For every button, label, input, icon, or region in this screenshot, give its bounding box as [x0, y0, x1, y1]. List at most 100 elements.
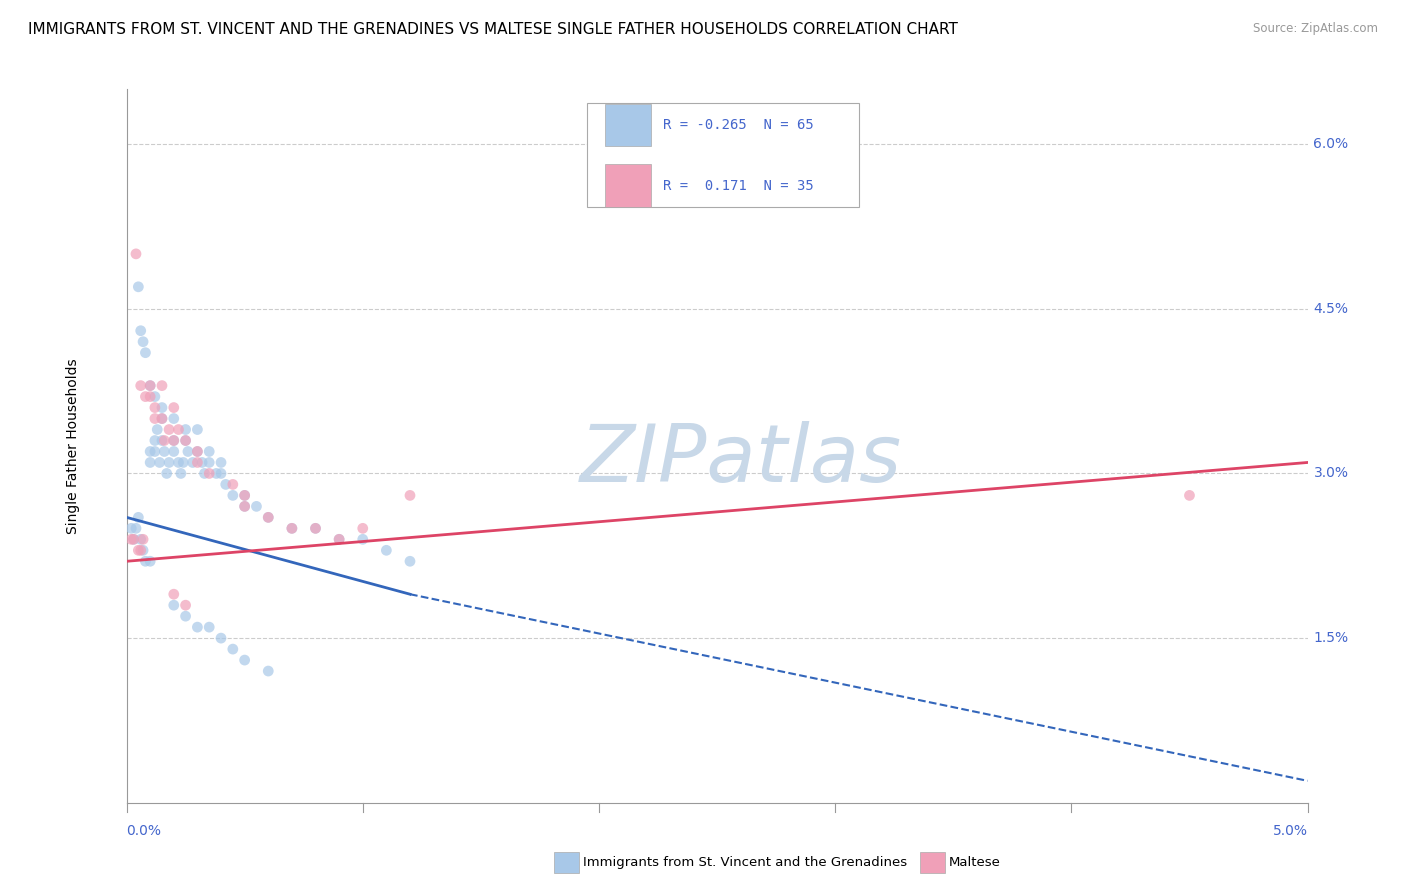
- Point: [186, 455, 208, 469]
- Point: [352, 533, 374, 547]
- Point: [125, 247, 148, 261]
- Point: [150, 401, 173, 415]
- Point: [153, 444, 176, 458]
- Text: R = -0.265  N = 65: R = -0.265 N = 65: [662, 118, 814, 132]
- Point: [233, 500, 256, 514]
- Point: [191, 455, 214, 469]
- Point: [125, 521, 148, 535]
- Point: [304, 521, 326, 535]
- Point: [245, 500, 267, 514]
- Point: [132, 334, 155, 349]
- Text: 0.0%: 0.0%: [127, 824, 162, 838]
- Point: [257, 664, 280, 678]
- Point: [139, 455, 162, 469]
- Point: [139, 390, 162, 404]
- Point: [132, 533, 155, 547]
- Point: [233, 488, 256, 502]
- Point: [120, 533, 142, 547]
- Text: Maltese: Maltese: [949, 856, 1001, 869]
- Point: [281, 521, 304, 535]
- Point: [150, 434, 173, 448]
- Point: [186, 423, 208, 437]
- Point: [328, 533, 350, 547]
- Point: [233, 653, 256, 667]
- Point: [215, 477, 238, 491]
- Point: [139, 444, 162, 458]
- Point: [186, 444, 208, 458]
- Point: [167, 455, 190, 469]
- Point: [174, 434, 197, 448]
- Text: Source: ZipAtlas.com: Source: ZipAtlas.com: [1253, 22, 1378, 36]
- Point: [129, 543, 152, 558]
- Point: [150, 411, 173, 425]
- Point: [174, 598, 197, 612]
- Text: ZIPatlas: ZIPatlas: [579, 421, 901, 500]
- Point: [174, 609, 197, 624]
- Text: IMMIGRANTS FROM ST. VINCENT AND THE GRENADINES VS MALTESE SINGLE FATHER HOUSEHOL: IMMIGRANTS FROM ST. VINCENT AND THE GREN…: [28, 22, 957, 37]
- Text: 6.0%: 6.0%: [1313, 137, 1348, 151]
- FancyBboxPatch shape: [605, 164, 651, 207]
- Point: [257, 510, 280, 524]
- Point: [129, 533, 152, 547]
- Point: [149, 455, 172, 469]
- FancyBboxPatch shape: [588, 103, 859, 207]
- Point: [198, 467, 221, 481]
- Point: [127, 543, 149, 558]
- Point: [134, 345, 156, 359]
- Point: [399, 488, 422, 502]
- Point: [198, 620, 221, 634]
- Point: [143, 444, 166, 458]
- Point: [328, 533, 350, 547]
- Point: [177, 444, 200, 458]
- Point: [186, 620, 208, 634]
- Point: [222, 477, 245, 491]
- Point: [198, 455, 221, 469]
- Point: [193, 467, 215, 481]
- Point: [209, 467, 232, 481]
- Point: [150, 411, 173, 425]
- Point: [163, 411, 186, 425]
- Point: [170, 467, 193, 481]
- Point: [143, 434, 166, 448]
- Point: [174, 423, 197, 437]
- Point: [153, 434, 176, 448]
- Point: [163, 434, 186, 448]
- Point: [375, 543, 398, 558]
- Point: [399, 554, 422, 568]
- Point: [304, 521, 326, 535]
- Point: [174, 434, 197, 448]
- Point: [181, 455, 204, 469]
- Point: [163, 401, 186, 415]
- FancyBboxPatch shape: [605, 103, 651, 146]
- Point: [205, 467, 228, 481]
- Point: [134, 390, 156, 404]
- Point: [120, 521, 142, 535]
- Point: [127, 510, 149, 524]
- Text: 4.5%: 4.5%: [1313, 301, 1348, 316]
- Point: [167, 423, 190, 437]
- Point: [150, 378, 173, 392]
- Point: [1178, 488, 1201, 502]
- Point: [129, 324, 152, 338]
- Point: [143, 411, 166, 425]
- Point: [257, 510, 280, 524]
- Point: [172, 455, 194, 469]
- Point: [157, 455, 180, 469]
- Point: [132, 543, 155, 558]
- Point: [222, 488, 245, 502]
- Point: [281, 521, 304, 535]
- Point: [198, 444, 221, 458]
- Text: Immigrants from St. Vincent and the Grenadines: Immigrants from St. Vincent and the Gren…: [583, 856, 908, 869]
- Point: [156, 467, 179, 481]
- Point: [129, 378, 152, 392]
- Point: [122, 533, 145, 547]
- Point: [233, 488, 256, 502]
- Point: [139, 378, 162, 392]
- Point: [163, 587, 186, 601]
- Point: [122, 533, 145, 547]
- Point: [186, 444, 208, 458]
- Text: 3.0%: 3.0%: [1313, 467, 1348, 481]
- Point: [163, 444, 186, 458]
- Point: [139, 378, 162, 392]
- Point: [352, 521, 374, 535]
